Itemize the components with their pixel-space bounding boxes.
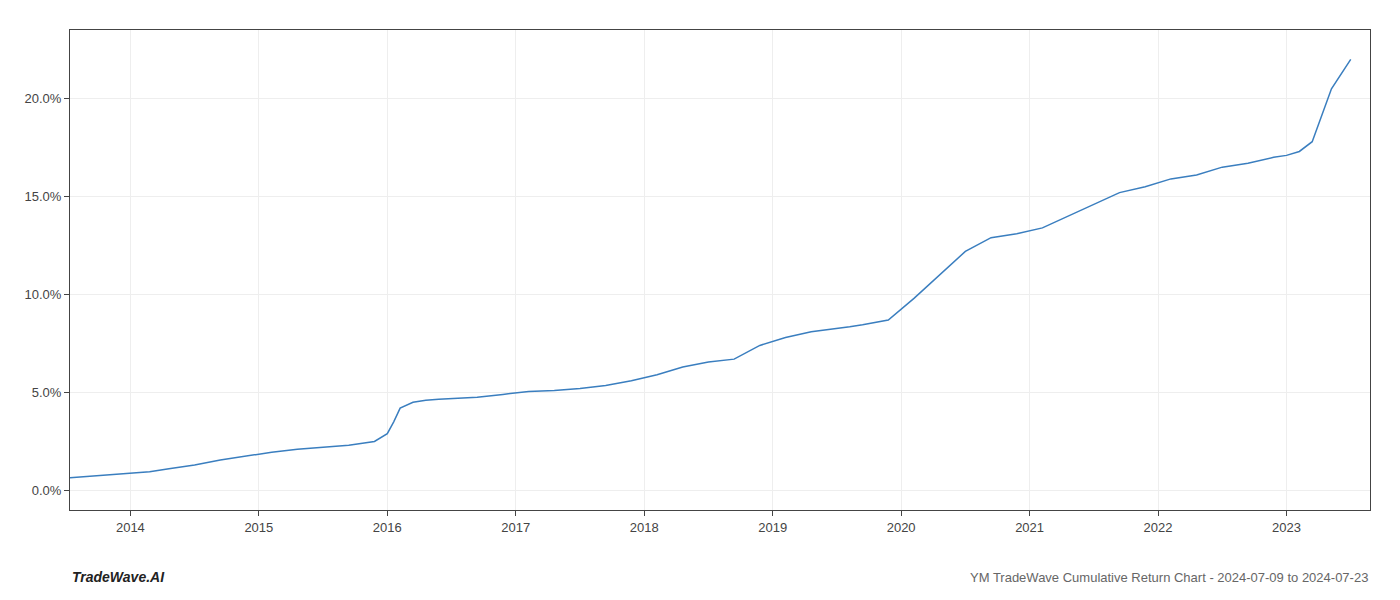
svg-text:2015: 2015 [244, 520, 273, 535]
svg-text:2020: 2020 [887, 520, 916, 535]
svg-text:2019: 2019 [758, 520, 787, 535]
svg-text:5.0%: 5.0% [32, 385, 62, 400]
svg-text:2023: 2023 [1272, 520, 1301, 535]
svg-text:2016: 2016 [373, 520, 402, 535]
svg-text:TradeWave.AI: TradeWave.AI [72, 569, 165, 585]
svg-text:10.0%: 10.0% [25, 287, 62, 302]
svg-text:2021: 2021 [1015, 520, 1044, 535]
svg-text:20.0%: 20.0% [25, 91, 62, 106]
svg-text:2014: 2014 [116, 520, 145, 535]
svg-text:2018: 2018 [630, 520, 659, 535]
svg-text:YM TradeWave Cumulative Return: YM TradeWave Cumulative Return Chart - 2… [970, 570, 1368, 585]
svg-text:15.0%: 15.0% [25, 189, 62, 204]
svg-text:0.0%: 0.0% [32, 483, 62, 498]
svg-text:2022: 2022 [1144, 520, 1173, 535]
svg-text:2017: 2017 [501, 520, 530, 535]
